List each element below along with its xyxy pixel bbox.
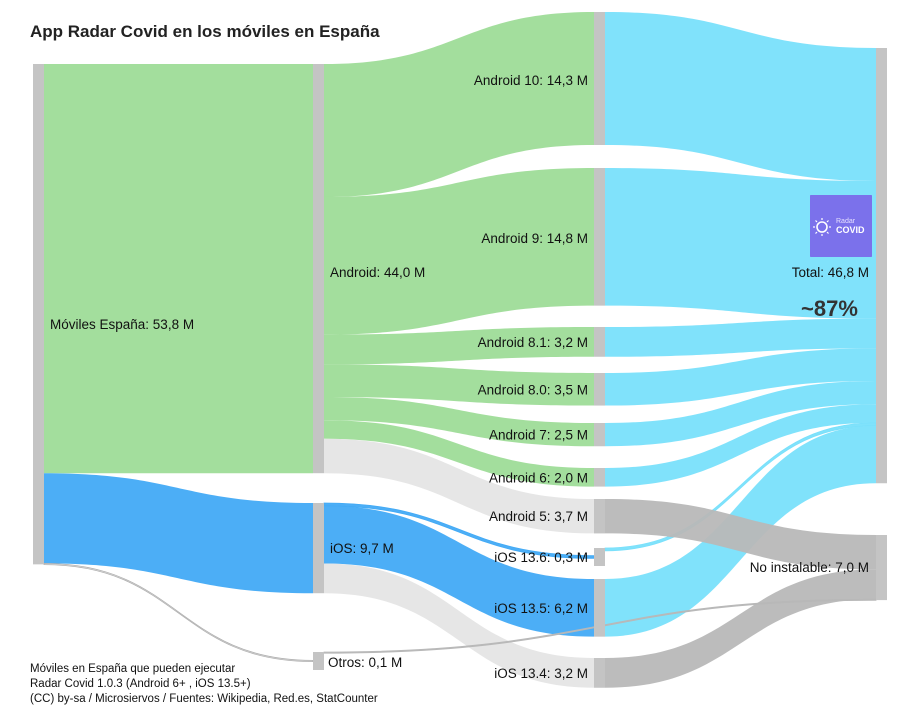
footer-note: Móviles en España que pueden ejecutar Ra… bbox=[30, 662, 378, 707]
link-android-a80 bbox=[324, 364, 594, 406]
node-label-ios: iOS: 9,7 M bbox=[330, 541, 394, 556]
link-a9-total bbox=[605, 168, 876, 319]
node-a6 bbox=[594, 468, 605, 487]
node-label-a81: Android 8.1: 3,2 M bbox=[478, 335, 588, 350]
link-ios-ios134 bbox=[324, 563, 594, 688]
link-ios134-noinst bbox=[605, 569, 876, 688]
nodes-layer bbox=[33, 12, 887, 688]
node-ios136 bbox=[594, 548, 605, 566]
link-android-a5 bbox=[324, 438, 594, 534]
node-a5 bbox=[594, 499, 605, 534]
node-label-total: Total: 46,8 M bbox=[792, 265, 869, 280]
link-a7-total bbox=[605, 380, 876, 447]
node-label-a80: Android 8.0: 3,5 M bbox=[478, 382, 588, 397]
logo-radar-text: Radar bbox=[836, 218, 856, 225]
node-otros bbox=[313, 652, 324, 670]
node-noinst bbox=[876, 535, 887, 601]
percent-annotation: ~87% bbox=[801, 296, 858, 321]
node-label-ios135: iOS 13.5: 6,2 M bbox=[494, 601, 588, 616]
node-label-a6: Android 6: 2,0 M bbox=[489, 470, 588, 485]
node-moviles bbox=[33, 64, 44, 565]
node-label-a7: Android 7: 2,5 M bbox=[489, 428, 588, 443]
node-label-android: Android: 44,0 M bbox=[330, 265, 425, 280]
node-a80 bbox=[594, 373, 605, 406]
link-android-a10 bbox=[324, 12, 594, 197]
logo-covid-text: COVID bbox=[836, 225, 865, 235]
link-android-a9 bbox=[324, 168, 594, 335]
node-label-moviles: Móviles España: 53,8 M bbox=[50, 317, 194, 332]
link-android-a6 bbox=[324, 420, 594, 487]
node-label-ios134: iOS 13.4: 3,2 M bbox=[494, 666, 588, 681]
node-label-a9: Android 9: 14,8 M bbox=[481, 231, 588, 246]
node-ios bbox=[313, 503, 324, 594]
radar-covid-logo: Radar COVID bbox=[810, 195, 872, 257]
node-label-a5: Android 5: 3,7 M bbox=[489, 509, 588, 524]
node-ios135 bbox=[594, 579, 605, 637]
link-moviles-android bbox=[44, 64, 313, 474]
link-a80-total bbox=[605, 348, 876, 406]
node-total bbox=[876, 48, 887, 484]
link-a6-total bbox=[605, 404, 876, 487]
node-a10 bbox=[594, 12, 605, 145]
node-label-ios136: iOS 13.6: 0,3 M bbox=[494, 550, 588, 565]
link-android-a81 bbox=[324, 327, 594, 365]
link-a10-total bbox=[605, 12, 876, 181]
node-a81 bbox=[594, 327, 605, 357]
labels-layer: Móviles España: 53,8 M Android: 44,0 M iOS… bbox=[50, 73, 869, 681]
node-a9 bbox=[594, 168, 605, 306]
footer-line-3: (CC) by-sa / Microsiervos / Fuentes: Wik… bbox=[30, 693, 378, 705]
virus-icon bbox=[813, 218, 831, 236]
link-android-a7 bbox=[324, 396, 594, 447]
chart-title: App Radar Covid en los móviles en España bbox=[30, 22, 380, 41]
link-a5-noinst bbox=[605, 499, 876, 570]
node-label-a10: Android 10: 14,3 M bbox=[474, 73, 588, 88]
link-a81-total bbox=[605, 318, 876, 357]
node-label-otros: Otros: 0,1 M bbox=[328, 655, 402, 670]
node-label-noinst: No instalable: 7,0 M bbox=[750, 560, 869, 575]
footer-line-1: Móviles en España que pueden ejecutar bbox=[30, 663, 236, 675]
node-a7 bbox=[594, 423, 605, 447]
link-ios-ios135 bbox=[324, 505, 594, 637]
node-ios134 bbox=[594, 658, 605, 688]
links-layer bbox=[43, 12, 877, 688]
link-moviles-ios bbox=[44, 473, 313, 594]
footer-line-2: Radar Covid 1.0.3 (Android 6+ , iOS 13.5… bbox=[30, 678, 251, 690]
node-android bbox=[313, 64, 324, 474]
